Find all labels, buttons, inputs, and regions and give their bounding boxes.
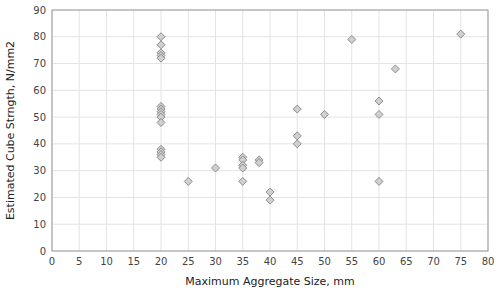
grid-line-x xyxy=(215,10,216,251)
point xyxy=(348,35,356,43)
grid-line-x xyxy=(406,10,407,251)
point xyxy=(157,118,165,126)
x-tick-label: 80 xyxy=(482,256,495,267)
point xyxy=(157,33,165,41)
x-tick-label: 70 xyxy=(427,256,440,267)
grid-line-x xyxy=(79,10,80,251)
axes: 0 5 10 15 20 25 30 35 40 45 50 55 60 65 70 75 80 0 10 20 30 4… xyxy=(4,5,494,289)
grid-line-y xyxy=(52,90,488,91)
x-tick-label: 55 xyxy=(345,256,358,267)
grid-line-x xyxy=(379,10,380,251)
x-tick-label: 40 xyxy=(264,256,277,267)
grid-line-x xyxy=(433,10,434,251)
point xyxy=(239,164,247,172)
x-tick-label: 5 xyxy=(76,256,82,267)
grid-line-x xyxy=(106,10,107,251)
y-tick-label: 60 xyxy=(33,85,46,96)
point xyxy=(184,177,192,185)
x-tick-label: 75 xyxy=(454,256,467,267)
grid-line-x xyxy=(351,10,352,251)
x-tick-label: 25 xyxy=(182,256,195,267)
point xyxy=(293,140,301,148)
grid-line-x xyxy=(242,10,243,251)
grid-line-y xyxy=(52,143,488,144)
chart-container: 0 5 10 15 20 25 30 35 40 45 50 55 60 65 70 75 80 0 10 20 30 4… xyxy=(0,0,500,293)
point xyxy=(457,30,465,38)
y-tick-label: 90 xyxy=(33,5,46,16)
grid xyxy=(52,10,488,251)
chart-svg: 0 5 10 15 20 25 30 35 40 45 50 55 60 65 70 75 80 0 10 20 30 4… xyxy=(0,0,500,293)
grid-line-x xyxy=(188,10,189,251)
point xyxy=(293,105,301,113)
point xyxy=(375,97,383,105)
y-axis-label: Estimated Cube Strngth, N/mm2 xyxy=(4,41,17,220)
point xyxy=(375,110,383,118)
x-tick-label: 20 xyxy=(155,256,168,267)
y-tick-label: 80 xyxy=(33,31,46,42)
point xyxy=(266,188,274,196)
point xyxy=(157,54,165,62)
point xyxy=(293,132,301,140)
grid-line-y xyxy=(52,224,488,225)
point xyxy=(157,153,165,161)
y-tick-label: 0 xyxy=(40,246,46,257)
y-tick-label: 20 xyxy=(33,192,46,203)
x-tick-label: 60 xyxy=(373,256,386,267)
grid-line-y xyxy=(52,170,488,171)
y-tick-label: 30 xyxy=(33,165,46,176)
points xyxy=(157,30,465,204)
x-tick-label: 65 xyxy=(400,256,413,267)
grid-line-x xyxy=(460,10,461,251)
point xyxy=(255,159,263,167)
grid-line-x xyxy=(270,10,271,251)
grid-line-y xyxy=(52,36,488,37)
point xyxy=(239,177,247,185)
plot-frame xyxy=(52,10,488,251)
point xyxy=(321,110,329,118)
grid-line-x xyxy=(324,10,325,251)
y-tick-label: 10 xyxy=(33,219,46,230)
x-tick-label: 15 xyxy=(127,256,140,267)
y-tick-label: 50 xyxy=(33,112,46,123)
point xyxy=(375,177,383,185)
y-tick-label: 40 xyxy=(33,138,46,149)
point xyxy=(212,164,220,172)
x-tick-label: 30 xyxy=(209,256,222,267)
grid-line-y xyxy=(52,117,488,118)
x-tick-label: 0 xyxy=(49,256,55,267)
x-tick-label: 10 xyxy=(100,256,113,267)
point xyxy=(391,65,399,73)
x-tick-label: 35 xyxy=(236,256,249,267)
y-tick-label: 70 xyxy=(33,58,46,69)
grid-line-x xyxy=(297,10,298,251)
x-tick-label: 50 xyxy=(318,256,331,267)
x-tick-label: 45 xyxy=(291,256,304,267)
point xyxy=(266,196,274,204)
grid-line-x xyxy=(133,10,134,251)
x-axis-label: Maximum Aggregate Size, mm xyxy=(185,275,355,288)
point xyxy=(157,41,165,49)
grid-line-y xyxy=(52,63,488,64)
